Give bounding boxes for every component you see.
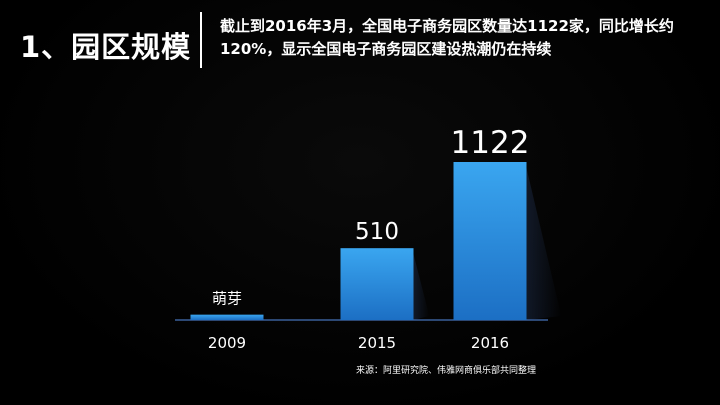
data-label-2009: 萌芽 (212, 290, 242, 308)
source-note: 来源：阿里研究院、伟雅网商俱乐部共同整理 (356, 366, 537, 376)
bar-shadow-2016 (526, 168, 562, 320)
x-tick-2016: 2016 (471, 334, 509, 352)
headline: 截止到2016年3月，全国电子商务园区数量达1122家，同比增长约120%，显示… (220, 17, 674, 58)
bar-shadows (413, 168, 562, 320)
data-labels: 萌芽 510 1122 (212, 125, 529, 308)
bar-2015 (340, 248, 414, 320)
x-tick-2009: 2009 (208, 334, 246, 352)
title-divider (200, 12, 202, 68)
bar-shadow-2015 (413, 254, 430, 320)
data-label-2016: 1122 (451, 125, 530, 161)
bars (190, 162, 527, 320)
data-label-2015: 510 (355, 219, 399, 245)
section-title: 1、园区规模 (20, 30, 192, 64)
x-tick-labels: 2009 2015 2016 (208, 334, 509, 352)
bar-2009 (190, 314, 264, 320)
bar-2016 (453, 162, 527, 320)
x-tick-2015: 2015 (358, 334, 396, 352)
